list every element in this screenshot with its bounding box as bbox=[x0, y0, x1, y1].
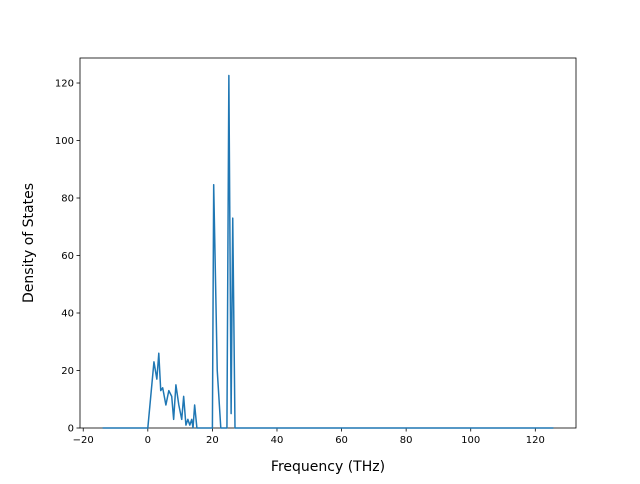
x-tick-label: −20 bbox=[73, 435, 94, 446]
y-axis-label: Density of States bbox=[21, 183, 37, 303]
x-tick-label: 120 bbox=[526, 435, 545, 446]
y-tick-label: 0 bbox=[68, 424, 74, 435]
line-series bbox=[102, 74, 554, 429]
y-tick-label: 80 bbox=[61, 194, 74, 205]
x-tick-label: 20 bbox=[206, 435, 219, 446]
y-tick-label: 40 bbox=[61, 309, 74, 320]
x-tick-label: 60 bbox=[335, 435, 348, 446]
x-axis-label: Frequency (THz) bbox=[271, 459, 385, 475]
y-tick-label: 60 bbox=[61, 251, 74, 262]
x-tick-label: 0 bbox=[145, 435, 151, 446]
y-tick-label: 120 bbox=[55, 79, 74, 90]
x-tick-label: 80 bbox=[400, 435, 413, 446]
plot-frame bbox=[79, 57, 577, 429]
x-tick-label: 100 bbox=[461, 435, 480, 446]
y-tick-label: 20 bbox=[61, 366, 74, 377]
y-tick-label: 100 bbox=[55, 136, 74, 147]
x-tick-label: 40 bbox=[271, 435, 284, 446]
